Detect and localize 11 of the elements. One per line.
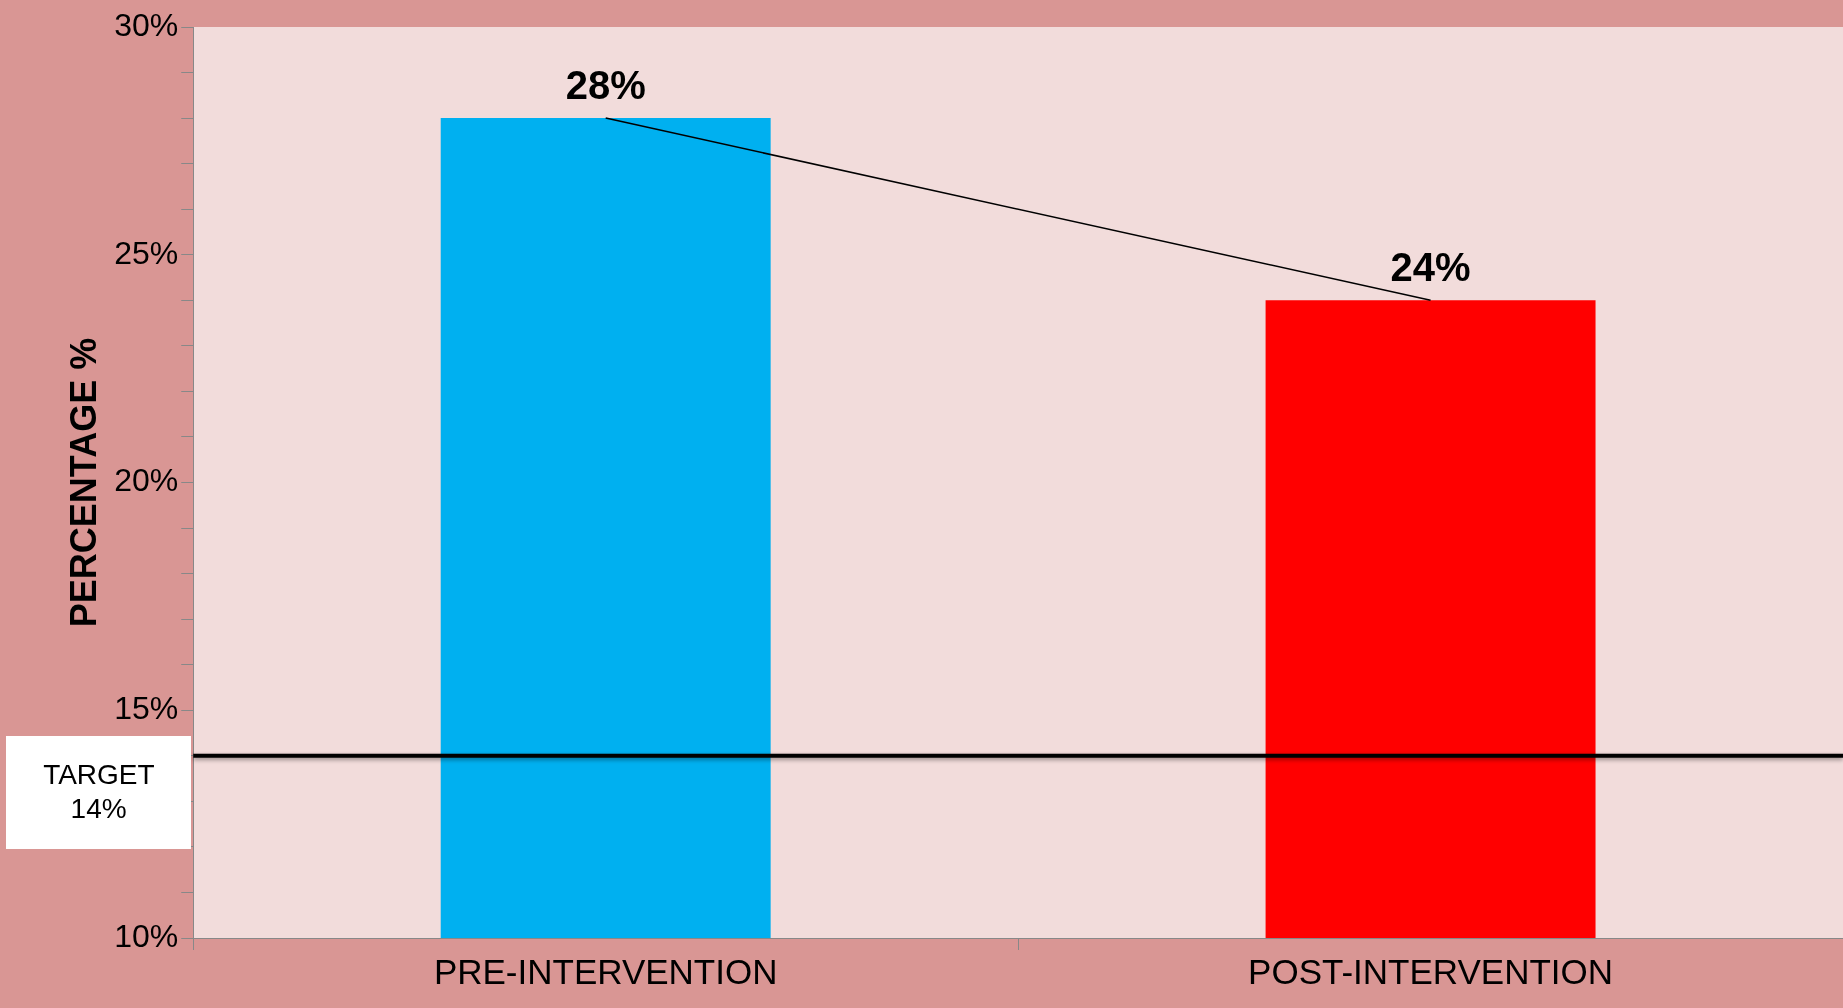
ref-line-label: TARGET 14% xyxy=(6,735,192,849)
x-tick-label: PRE-INTERVENTION xyxy=(433,951,778,991)
x-tick-label: POST-INTERVENTION xyxy=(1248,951,1614,991)
y-tick-label: 25% xyxy=(114,234,179,271)
y-tick-label: 10% xyxy=(114,917,179,954)
y-axis-title: PERCENTAGE % xyxy=(62,337,104,628)
y-tick-label: 15% xyxy=(114,690,179,727)
data-label: 28% xyxy=(565,63,646,108)
data-label: 24% xyxy=(1390,245,1471,290)
y-tick-label: 20% xyxy=(114,462,179,499)
y-tick-label: 30% xyxy=(114,6,179,43)
